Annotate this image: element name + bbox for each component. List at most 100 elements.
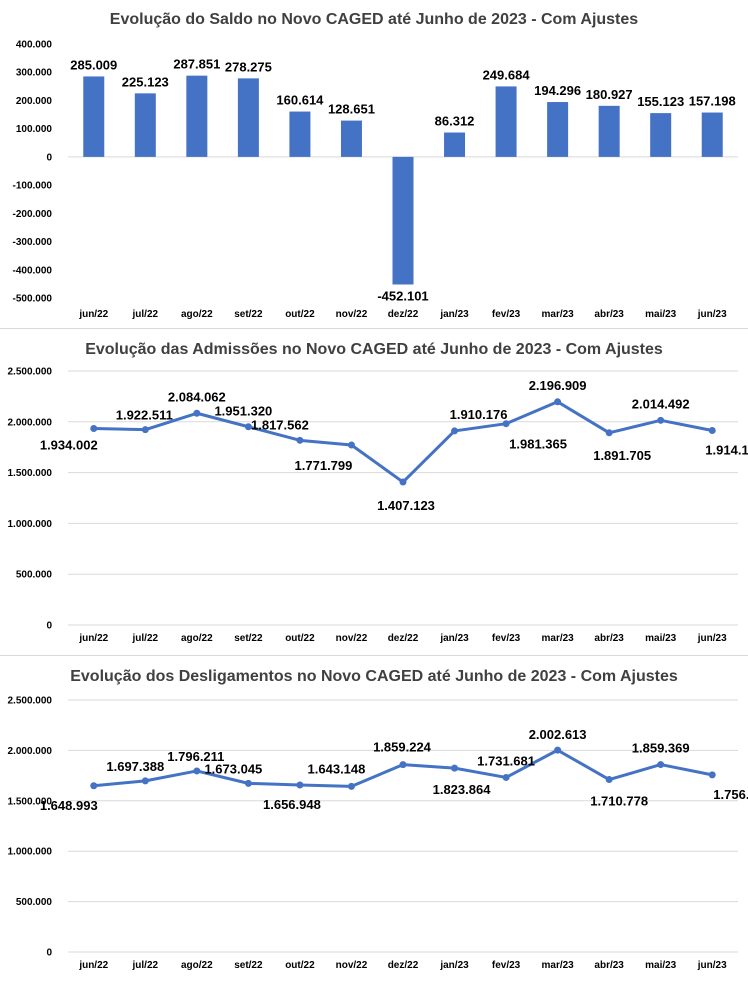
data-label: 194.296 xyxy=(534,83,581,98)
data-label: 1.771.799 xyxy=(295,458,353,473)
x-tick-label: jan/23 xyxy=(439,633,469,644)
data-point xyxy=(193,409,201,417)
data-label: -452.101 xyxy=(377,288,428,303)
admissoes-line-chart: Evolução das Admissões no Novo CAGED até… xyxy=(8,341,748,644)
chart-title: Evolução dos Desligamentos no Novo CAGED… xyxy=(70,668,678,685)
y-tick-label: 400.000 xyxy=(16,40,53,51)
data-label: 1.648.993 xyxy=(40,798,98,813)
desligamentos-chart-panel: Evolução dos Desligamentos no Novo CAGED… xyxy=(0,655,748,988)
data-label: 1.859.224 xyxy=(373,740,432,755)
x-tick-label: jun/23 xyxy=(697,960,727,971)
x-tick-label: fev/23 xyxy=(492,960,521,971)
saldo-bar xyxy=(392,156,414,285)
x-tick-label: jan/23 xyxy=(439,309,469,320)
saldo-bar xyxy=(340,120,362,157)
saldo-bar xyxy=(701,112,723,157)
x-tick-label: dez/22 xyxy=(388,309,419,320)
x-tick-label: jun/23 xyxy=(697,309,727,320)
data-label: 2.002.613 xyxy=(529,727,587,742)
data-point xyxy=(90,425,98,433)
saldo-chart-panel: Evolução do Saldo no Novo CAGED até Junh… xyxy=(0,0,748,326)
x-tick-label: nov/22 xyxy=(336,633,368,644)
data-label: 225.123 xyxy=(122,74,169,89)
data-label: 1.951.320 xyxy=(214,404,272,419)
data-point xyxy=(399,761,407,769)
data-label: 1.934.002 xyxy=(40,438,98,453)
y-tick-label: 500.000 xyxy=(16,897,53,908)
saldo-bar xyxy=(186,75,208,157)
saldo-bar xyxy=(237,78,259,157)
x-tick-label: out/22 xyxy=(285,960,315,971)
data-label: 1.407.123 xyxy=(377,498,435,513)
data-point xyxy=(141,426,149,434)
data-point xyxy=(296,781,304,789)
saldo-bar xyxy=(83,76,105,157)
x-tick-label: dez/22 xyxy=(388,633,419,644)
x-tick-label: jan/23 xyxy=(439,960,469,971)
data-point xyxy=(605,429,613,437)
data-label: 1.922.511 xyxy=(116,408,173,423)
data-label: 287.851 xyxy=(173,57,220,72)
y-tick-label: -400.000 xyxy=(13,265,53,276)
x-tick-label: nov/22 xyxy=(336,309,368,320)
x-tick-label: jun/22 xyxy=(78,633,108,644)
data-point xyxy=(708,427,716,435)
data-label: 155.123 xyxy=(637,94,684,109)
saldo-bar xyxy=(495,86,517,157)
data-label: 1.796.211 xyxy=(167,749,224,764)
x-tick-label: abr/23 xyxy=(594,960,624,971)
data-point xyxy=(399,478,407,486)
data-point xyxy=(141,777,149,785)
data-label: 2.084.062 xyxy=(168,389,226,404)
data-label: 1.823.864 xyxy=(433,782,492,797)
data-label: 1.697.388 xyxy=(106,759,164,774)
x-tick-label: set/22 xyxy=(234,960,263,971)
y-tick-label: 1.500.000 xyxy=(8,468,53,479)
x-tick-label: fev/23 xyxy=(492,633,521,644)
x-tick-label: nov/22 xyxy=(336,960,368,971)
data-label: 1.731.681 xyxy=(477,753,535,768)
series-line xyxy=(93,400,713,484)
x-tick-label: mar/23 xyxy=(541,309,574,320)
y-tick-label: 0 xyxy=(46,948,52,959)
chart-title: Evolução do Saldo no Novo CAGED até Junh… xyxy=(110,11,638,28)
data-label: 1.914.130 xyxy=(705,443,748,458)
x-tick-label: abr/23 xyxy=(594,309,624,320)
y-tick-label: 0 xyxy=(46,152,52,163)
data-point xyxy=(193,767,201,775)
data-label: 1.859.369 xyxy=(632,741,690,756)
saldo-bar xyxy=(547,102,569,157)
x-tick-label: abr/23 xyxy=(594,633,624,644)
y-tick-label: 500.000 xyxy=(16,570,53,581)
data-label: 86.312 xyxy=(435,114,475,129)
data-point xyxy=(708,771,716,779)
x-tick-label: ago/22 xyxy=(181,960,213,971)
data-label: 128.651 xyxy=(328,102,375,117)
x-tick-label: dez/22 xyxy=(388,960,419,971)
x-tick-label: set/22 xyxy=(234,633,263,644)
data-point xyxy=(451,764,459,772)
x-tick-label: jul/22 xyxy=(132,960,159,971)
x-tick-label: set/22 xyxy=(234,309,263,320)
data-label: 1.656.948 xyxy=(263,797,321,812)
y-tick-label: 1.500.000 xyxy=(8,796,53,807)
data-label: 1.756.932 xyxy=(713,787,748,802)
y-tick-label: 2.000.000 xyxy=(8,417,53,428)
saldo-bar-chart: Evolução do Saldo no Novo CAGED até Junh… xyxy=(13,11,738,320)
saldo-bar xyxy=(650,113,672,157)
x-tick-label: fev/23 xyxy=(492,309,521,320)
y-tick-label: 1.000.000 xyxy=(8,519,53,530)
data-label: 157.198 xyxy=(689,94,736,109)
data-point xyxy=(605,776,613,784)
data-label: 1.643.148 xyxy=(308,761,366,776)
data-label: 1.710.778 xyxy=(590,794,648,809)
saldo-bar xyxy=(289,111,311,157)
data-point xyxy=(296,436,304,444)
x-tick-label: mar/23 xyxy=(541,633,574,644)
x-tick-label: mai/23 xyxy=(645,309,677,320)
data-point xyxy=(657,416,665,424)
y-tick-label: 1.000.000 xyxy=(8,847,53,858)
x-tick-label: out/22 xyxy=(285,633,315,644)
saldo-bar xyxy=(598,105,620,157)
x-tick-label: mar/23 xyxy=(541,960,574,971)
